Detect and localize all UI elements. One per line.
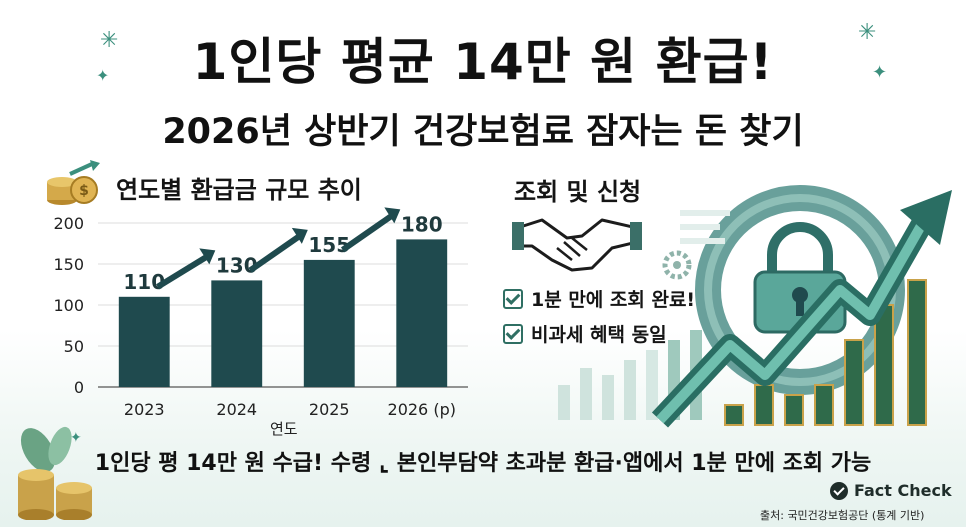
data-label: 155	[308, 233, 350, 257]
x-tick-label: 2025	[309, 400, 350, 419]
x-tick-label: 2023	[124, 400, 165, 419]
x-axis-title: 연도	[270, 420, 298, 438]
growth-arrow-icon	[156, 253, 209, 290]
summary-banner: 1인당 평 14만 원 수급! 수령 ⌞ 본인부담약 초과분 환급·앱에서 1분…	[94, 451, 872, 476]
page-title: 1인당 평균 14만 원 환급!	[192, 33, 774, 91]
sparkle-icon: ✦	[70, 430, 82, 446]
y-tick-label: 200	[53, 214, 84, 233]
bar	[396, 239, 448, 387]
y-tick-label: 0	[74, 378, 84, 397]
check-item-quick: 1분 만에 조회 완료!	[503, 285, 695, 312]
fact-check-label: Fact Check	[854, 481, 952, 500]
fact-check-badge: Fact Check	[830, 481, 952, 500]
sparkle-icon: ✦	[96, 66, 110, 85]
check-item-label: 1분 만에 조회 완료!	[531, 289, 696, 311]
y-tick-label: 150	[53, 255, 84, 274]
sparkle-icon: ✳	[858, 20, 877, 45]
source-note: 출처: 국민건강보험공단 (통계 기반)	[760, 509, 925, 522]
y-tick-label: 50	[64, 337, 84, 356]
bar	[211, 280, 263, 387]
bar-chart: 0 50 100 150 200 110 2023 130 2024 155 2025 180 2026…	[53, 207, 468, 419]
data-label: 180	[401, 212, 443, 236]
gear-icon	[662, 250, 692, 280]
check-icon	[503, 323, 523, 344]
arrow-head-icon	[384, 207, 401, 224]
x-tick-label: 2026 (p)	[388, 400, 456, 419]
chart-title: 연도별 환급금 규모 추이	[116, 176, 362, 204]
data-label: 110	[123, 270, 165, 294]
sparkle-icon: ✦	[872, 62, 888, 83]
data-label: 130	[216, 253, 258, 277]
check-item-label: 비과세 혜택 동일	[531, 324, 667, 346]
arrow-head-icon	[199, 248, 216, 265]
x-tick-label: 2024	[216, 400, 257, 419]
fact-check-icon	[830, 481, 848, 500]
coin-stack-icon: $	[47, 160, 100, 205]
growth-arrow-icon	[340, 212, 395, 253]
svg-text:$: $	[79, 183, 89, 199]
coin-stack-icon	[18, 426, 92, 520]
arrow-head-icon	[291, 227, 308, 244]
inquiry-title: 조회 및 신청	[514, 178, 642, 206]
growth-arrow-icon	[248, 233, 302, 273]
check-item-tax-free: 비과세 혜택 동일	[503, 320, 667, 347]
check-icon	[503, 288, 523, 309]
handshake-icon	[512, 218, 642, 272]
bar	[118, 296, 170, 387]
sparkle-icon: ✳	[100, 28, 119, 53]
bar	[303, 259, 355, 387]
y-tick-label: 100	[53, 296, 84, 315]
page-subtitle: 2026년 상반기 건강보험료 잠자는 돈 찾기	[162, 112, 804, 152]
growth-arrow-icon	[558, 185, 952, 428]
